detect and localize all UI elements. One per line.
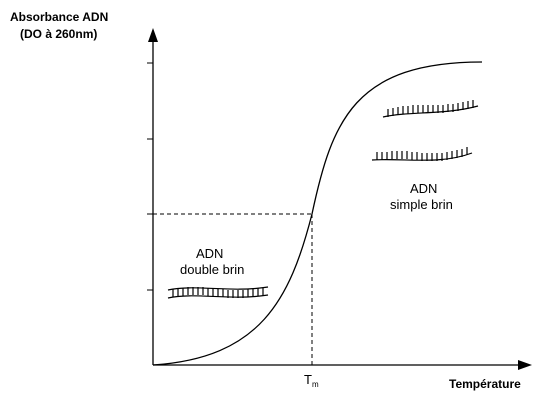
- single-strand-dna-icon-bottom: [371, 147, 473, 161]
- double-strand-label-line1: ADN: [196, 246, 223, 261]
- x-axis-title: Température: [449, 377, 521, 391]
- single-strand-dna-icon-top: [382, 100, 479, 118]
- double-strand-label-line2: double brin: [180, 262, 244, 277]
- y-axis-ticks: [147, 62, 153, 291]
- single-strand-label-line1: ADN: [410, 181, 437, 196]
- y-axis-title-line2: (DO à 260nm): [20, 27, 97, 41]
- tm-reference-lines: [153, 213, 313, 365]
- y-axis-title-line1: Absorbance ADN: [10, 10, 108, 24]
- y-axis: [147, 28, 158, 365]
- x-axis: [153, 360, 532, 370]
- single-strand-label-line2: simple brin: [390, 197, 453, 212]
- tm-label: Tm: [304, 372, 319, 389]
- double-strand-dna-icon: [167, 286, 269, 299]
